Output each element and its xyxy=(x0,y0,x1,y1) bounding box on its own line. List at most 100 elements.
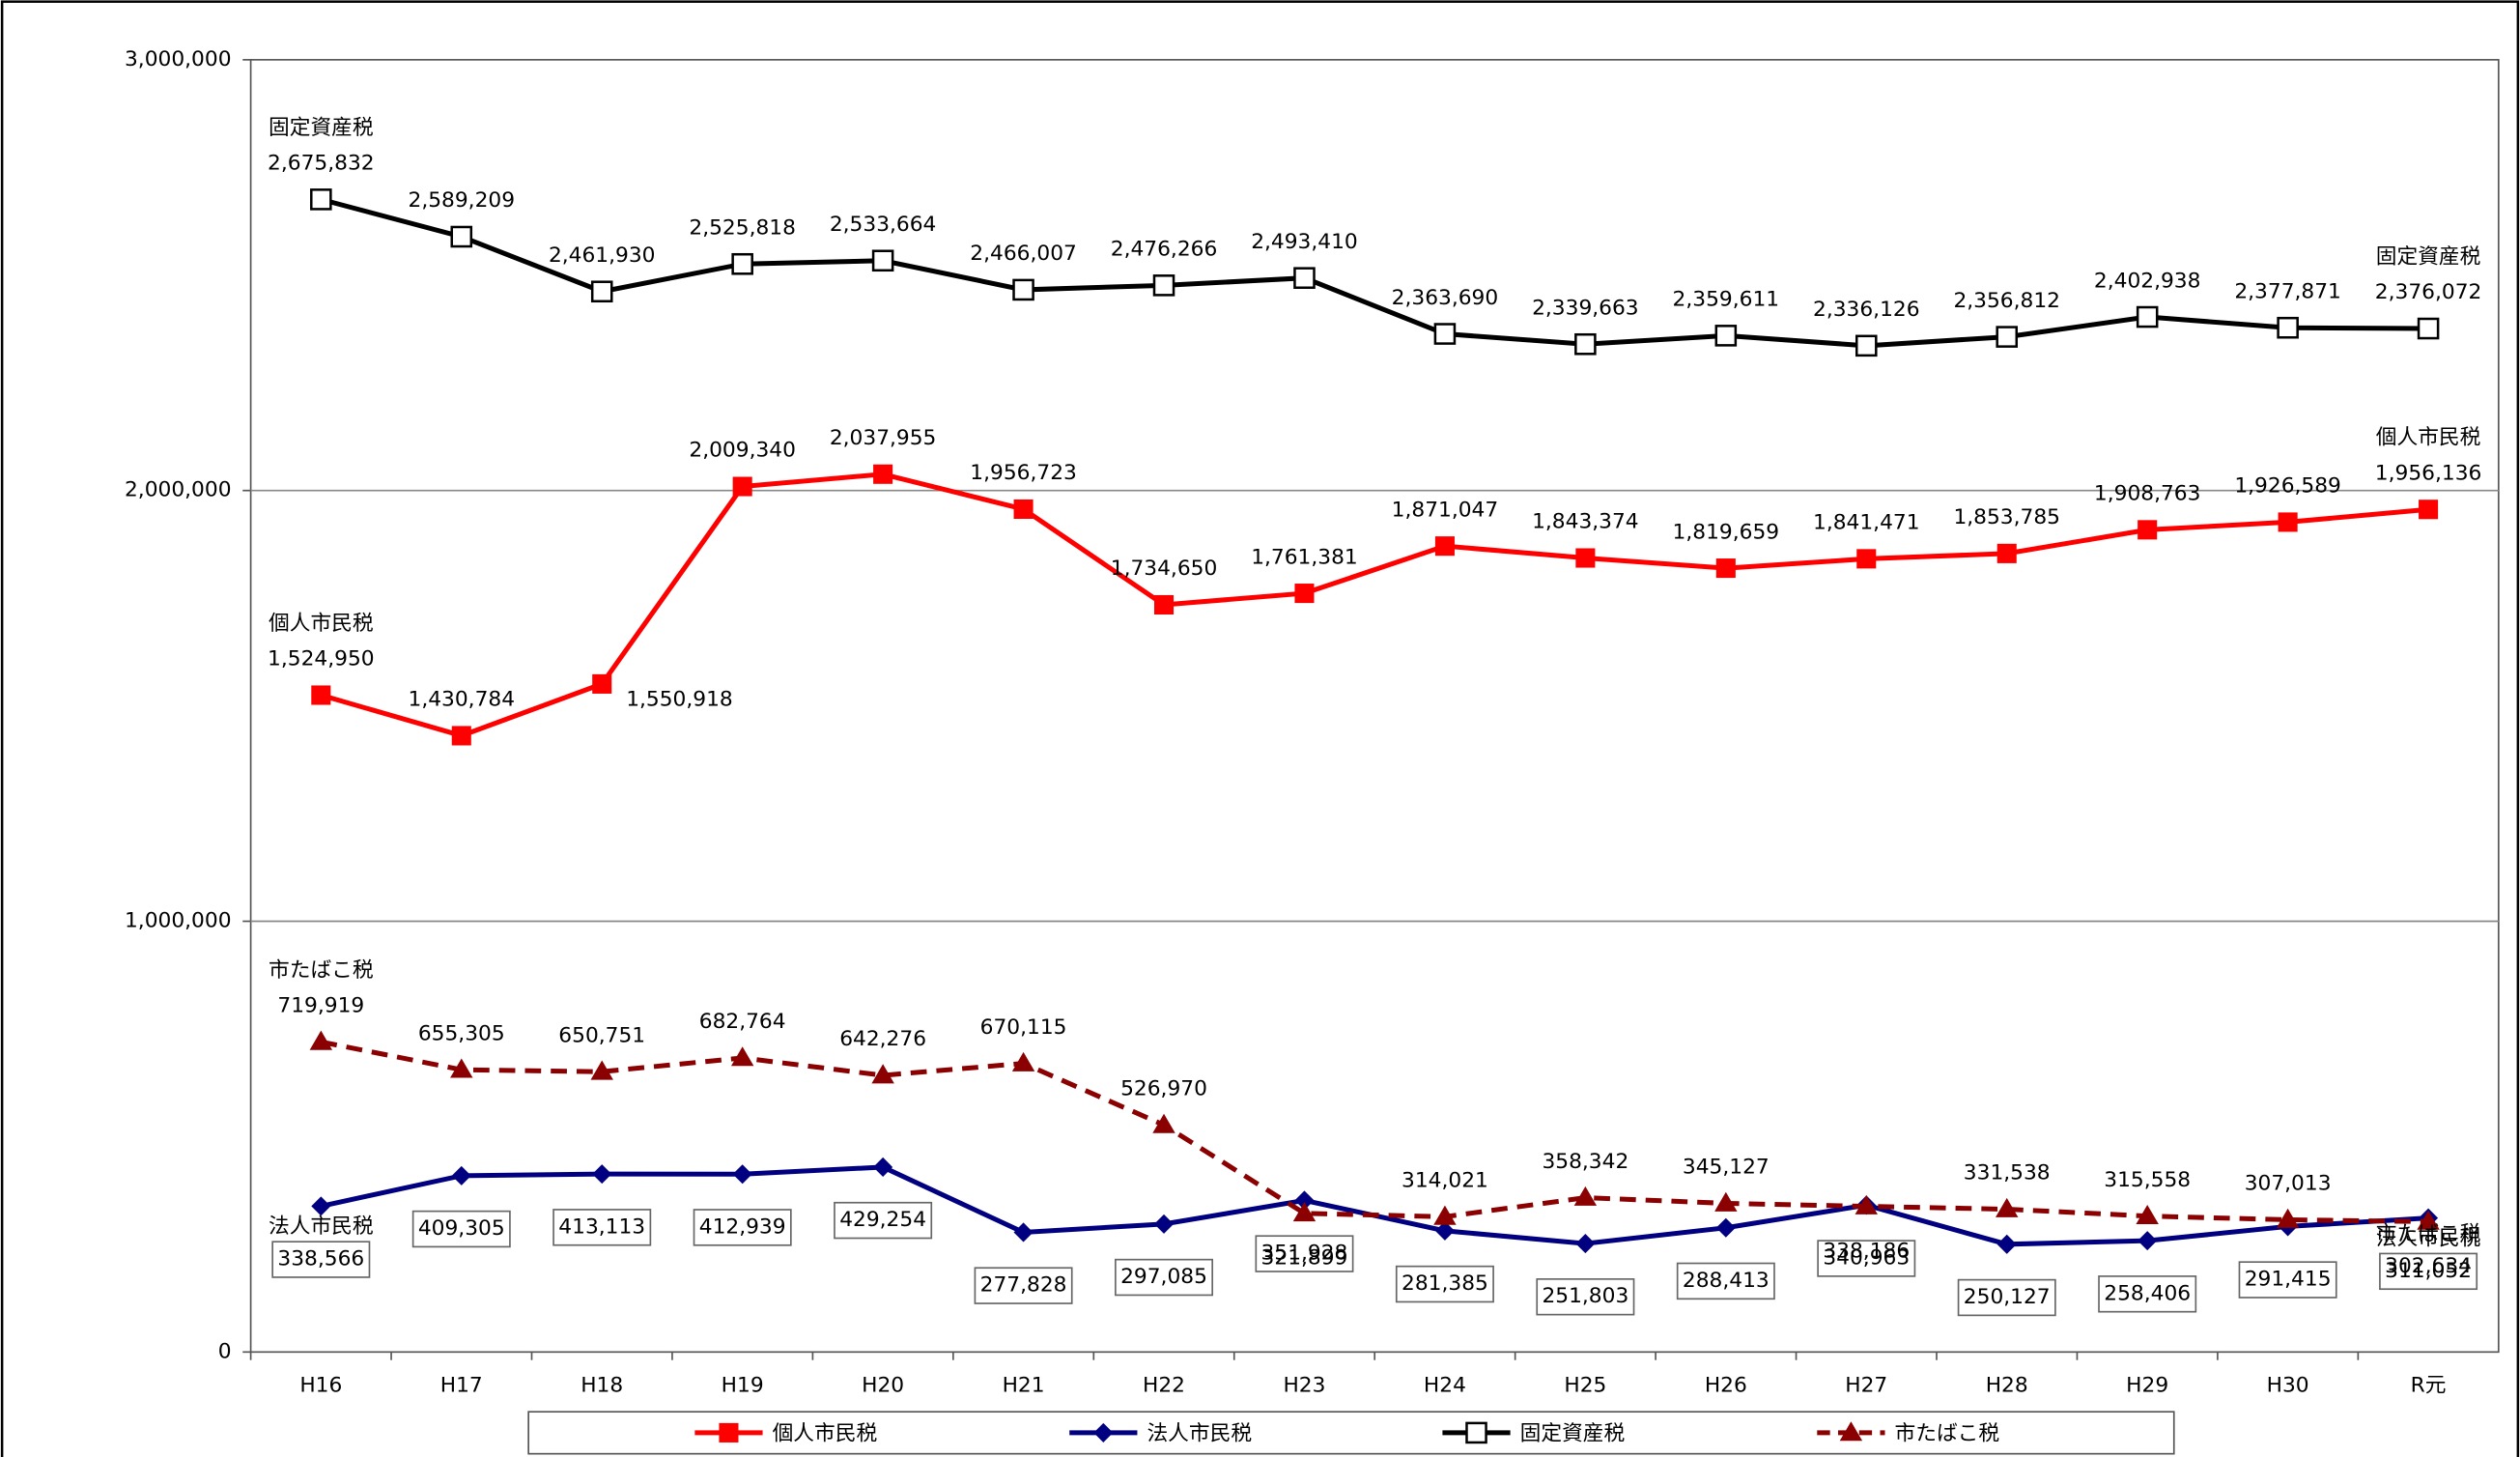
data-label: 1,843,374 xyxy=(1532,510,1639,534)
label-box xyxy=(2098,1275,2197,1313)
label-box xyxy=(1817,1240,1916,1277)
data-label: 2,675,832 xyxy=(268,152,375,176)
marker xyxy=(1715,558,1736,579)
data-label: 281,385 xyxy=(1402,1271,1488,1296)
series-end-label: 固定資産税 xyxy=(269,116,374,140)
marker xyxy=(1152,1113,1175,1133)
data-label: 351,928 xyxy=(1261,1242,1348,1266)
data-label: 358,342 xyxy=(1542,1150,1628,1174)
legend-box xyxy=(527,1411,2175,1455)
label-box xyxy=(1395,1265,1494,1303)
marker xyxy=(1013,499,1033,520)
data-label: 2,466,007 xyxy=(970,242,1077,266)
marker xyxy=(732,1164,752,1185)
x-tick-label: H29 xyxy=(2126,1373,2168,1397)
marker xyxy=(2419,500,2439,520)
label-box xyxy=(974,1267,1073,1304)
marker xyxy=(1714,1191,1738,1212)
data-label: 311,052 xyxy=(2385,1259,2472,1283)
marker xyxy=(873,464,893,484)
data-label: 1,871,047 xyxy=(1392,498,1499,522)
marker xyxy=(2417,317,2440,340)
data-label: 2,476,266 xyxy=(1111,238,1218,262)
marker xyxy=(1434,1220,1455,1241)
marker xyxy=(2136,1204,2159,1225)
data-label: 1,524,950 xyxy=(268,647,375,671)
marker xyxy=(1856,549,1877,569)
y-tick-label: 0 xyxy=(218,1339,232,1363)
marker xyxy=(451,726,471,746)
data-label: 650,751 xyxy=(558,1023,645,1047)
label-box xyxy=(834,1201,933,1240)
legend-marker xyxy=(1465,1421,1487,1444)
series-end-label: 固定資産税 xyxy=(2376,244,2481,269)
marker xyxy=(1153,594,1175,615)
label-box xyxy=(693,1209,792,1246)
marker xyxy=(1433,323,1457,345)
data-label: 340,963 xyxy=(1823,1245,1910,1270)
data-label: 2,356,812 xyxy=(1953,289,2060,313)
legend-marker xyxy=(719,1422,739,1443)
series-line xyxy=(320,471,2429,739)
x-tick-label: H17 xyxy=(440,1373,483,1397)
plot-area xyxy=(249,59,2500,1354)
data-label: 1,841,471 xyxy=(1813,511,1920,535)
marker xyxy=(2138,1231,2158,1251)
y-tick-label: 3,000,000 xyxy=(125,47,232,71)
legend-label: 市たばこ税 xyxy=(1895,1422,2000,1446)
y-tick-label: 2,000,000 xyxy=(125,478,232,502)
label-box xyxy=(1957,1278,2056,1317)
data-label: 429,254 xyxy=(839,1208,926,1232)
data-label: 250,127 xyxy=(1964,1285,2051,1309)
data-label: 2,363,690 xyxy=(1392,286,1499,310)
marker xyxy=(1013,1222,1033,1243)
marker xyxy=(450,1058,473,1078)
series-line xyxy=(320,1039,2429,1224)
data-label: 1,853,785 xyxy=(1953,505,2060,529)
data-label: 642,276 xyxy=(839,1027,926,1051)
data-label: 2,339,663 xyxy=(1532,296,1639,320)
marker xyxy=(2136,305,2159,329)
marker xyxy=(871,249,894,272)
label-box xyxy=(1676,1262,1775,1300)
marker xyxy=(1575,1234,1596,1254)
data-label: 719,919 xyxy=(277,994,364,1018)
data-label: 302,634 xyxy=(2385,1254,2472,1278)
x-tick-label: H16 xyxy=(299,1373,342,1397)
marker xyxy=(1855,1194,1878,1214)
marker xyxy=(451,1165,471,1186)
marker xyxy=(1292,1202,1317,1222)
data-label: 2,493,410 xyxy=(1251,230,1358,254)
data-label: 251,803 xyxy=(1542,1284,1628,1308)
marker xyxy=(592,673,612,694)
x-tick-label: H22 xyxy=(1143,1373,1185,1397)
data-label: 2,402,938 xyxy=(2094,269,2201,293)
x-tick-label: H25 xyxy=(1564,1373,1606,1397)
data-label: 297,085 xyxy=(1120,1265,1207,1289)
series-end-label: 法人市民税 xyxy=(2376,1226,2481,1250)
x-tick-label: H19 xyxy=(722,1373,764,1397)
legend-marker xyxy=(1839,1421,1863,1442)
data-label: 2,525,818 xyxy=(689,215,796,240)
marker xyxy=(1293,267,1316,289)
data-label: 655,305 xyxy=(418,1021,505,1045)
marker xyxy=(310,188,332,211)
marker xyxy=(2277,316,2299,339)
x-tick-label: H21 xyxy=(1003,1373,1045,1397)
data-label: 2,009,340 xyxy=(689,439,796,463)
marker xyxy=(590,280,613,303)
marker xyxy=(2417,1210,2440,1230)
series-end-label: 市たばこ税 xyxy=(2376,1222,2481,1246)
data-label: 526,970 xyxy=(1120,1077,1207,1101)
x-tick-label: H23 xyxy=(1283,1373,1325,1397)
marker xyxy=(731,252,753,275)
marker xyxy=(311,685,331,705)
marker xyxy=(1714,325,1738,347)
marker xyxy=(1012,278,1034,301)
marker xyxy=(1433,1205,1457,1225)
x-tick-label: H24 xyxy=(1424,1373,1466,1397)
label-box xyxy=(411,1210,511,1248)
data-label: 2,359,611 xyxy=(1673,288,1780,312)
